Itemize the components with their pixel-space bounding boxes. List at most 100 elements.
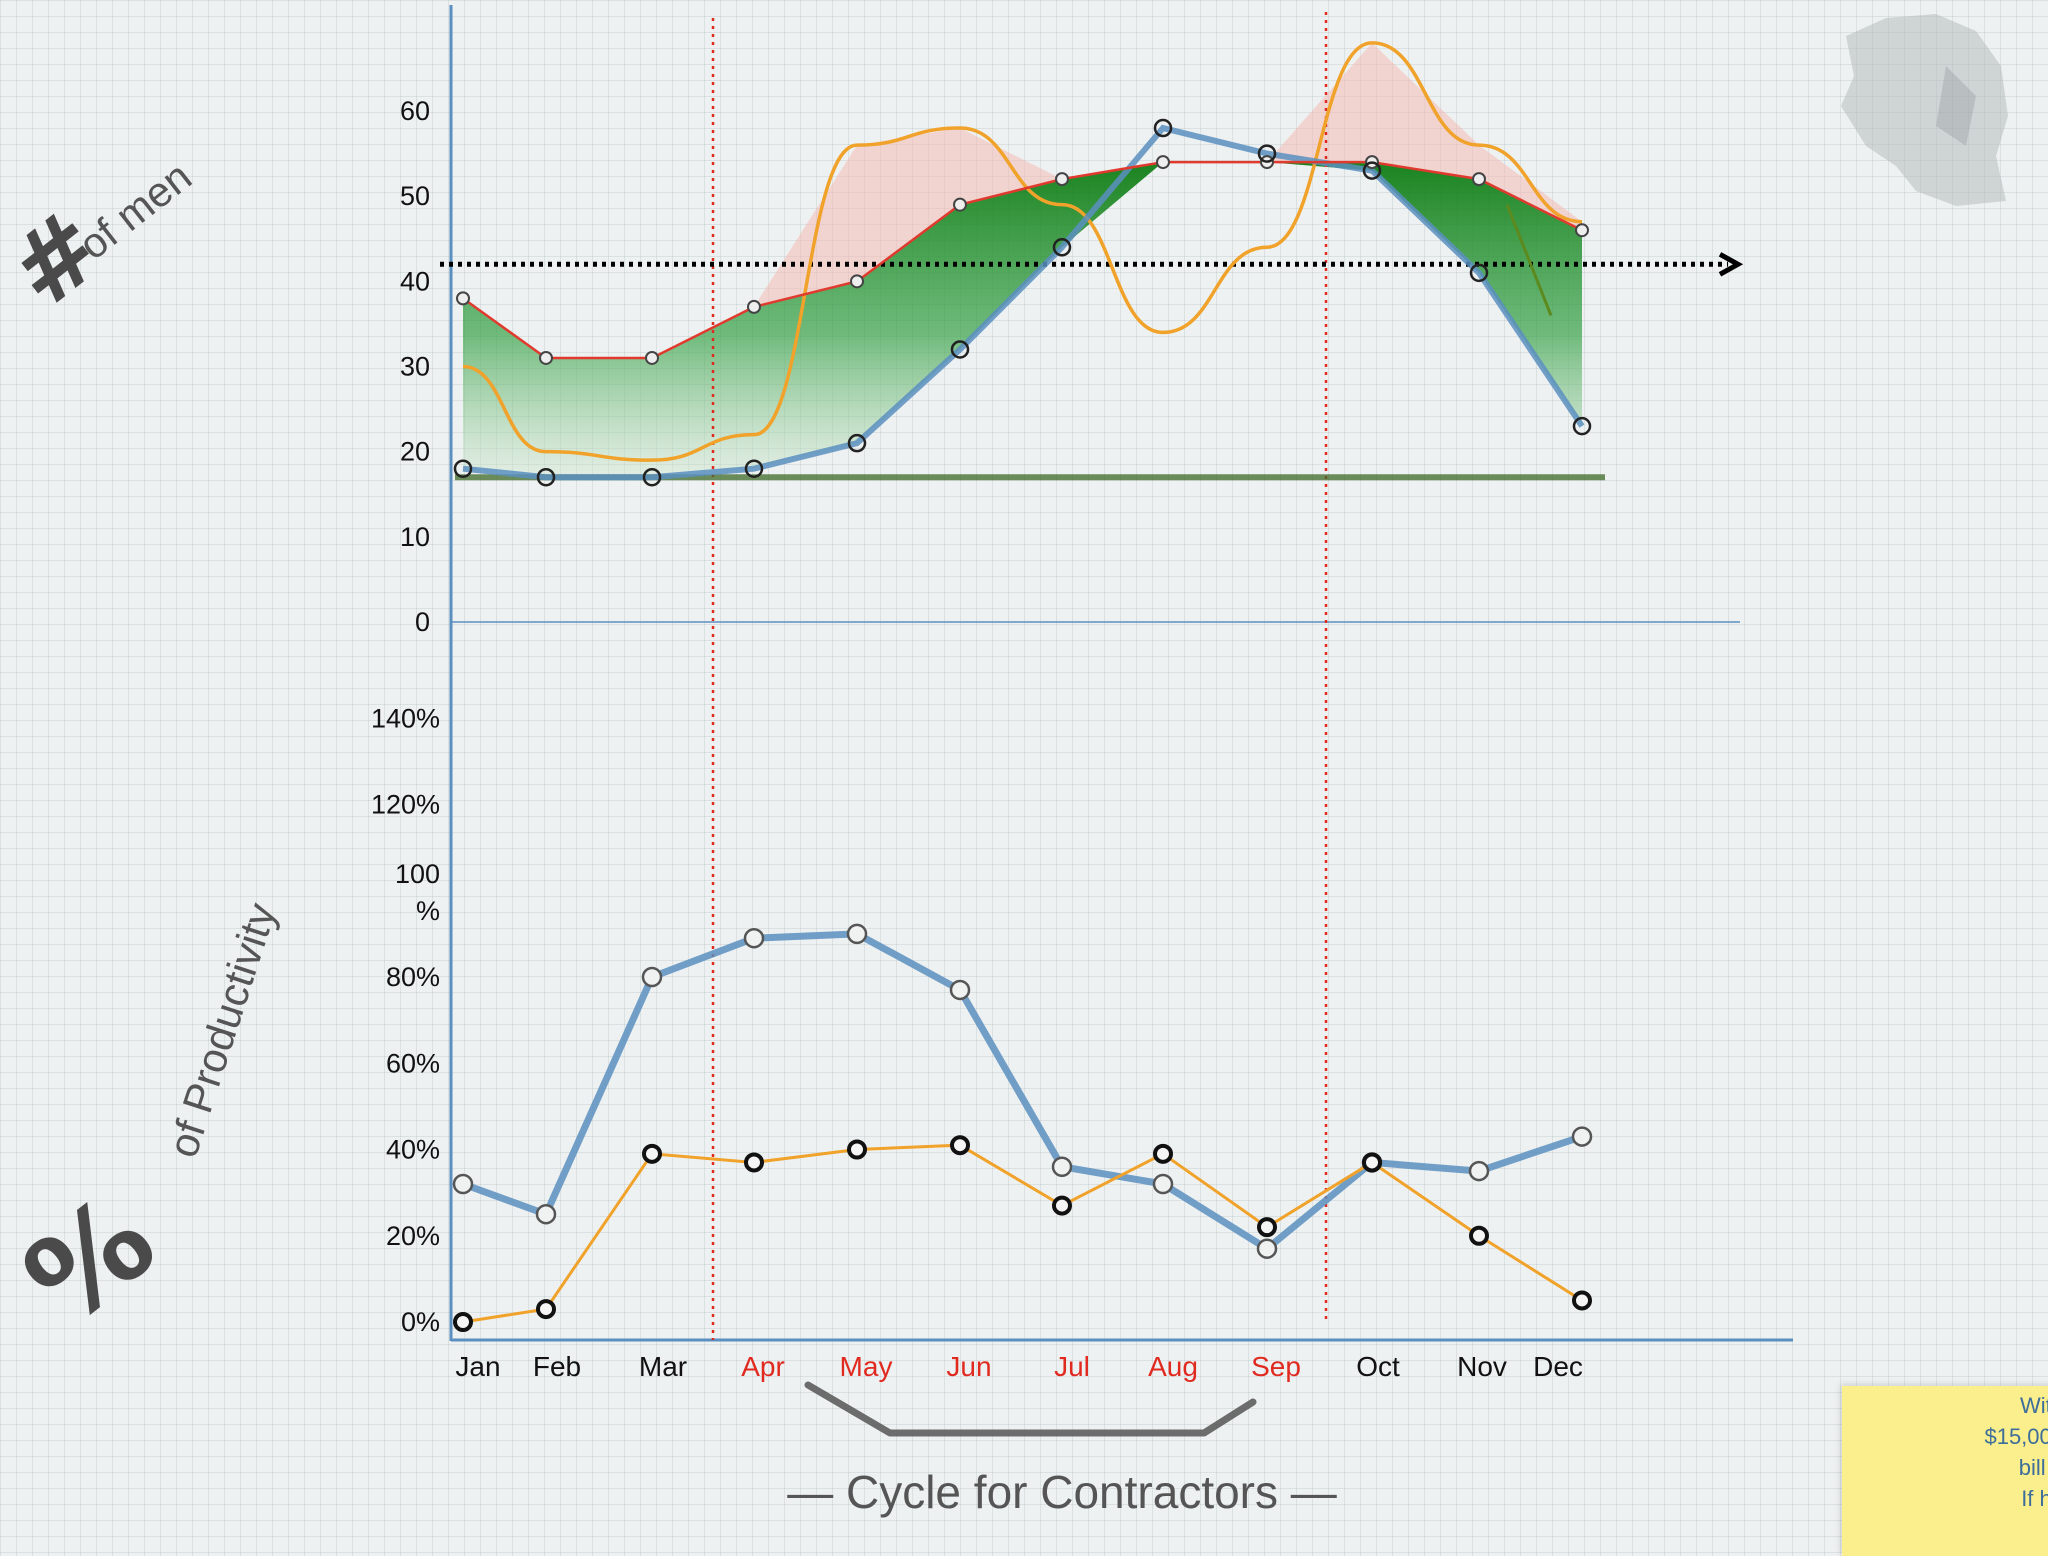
green-gap-area <box>463 162 1582 478</box>
trend-arrow <box>1505 204 1553 316</box>
percent-symbol: % <box>0 1169 180 1353</box>
prod-point-blue <box>949 979 971 1001</box>
x-tick-label: Sep <box>1251 1351 1301 1382</box>
season-bracket <box>804 1381 1257 1437</box>
top-y-tick: 20 <box>400 437 430 467</box>
bottom-y-tick: 20% <box>386 1221 440 1251</box>
point-blue <box>1257 144 1277 163</box>
prod-point-orange <box>453 1312 473 1332</box>
prod-point-orange <box>950 1135 970 1156</box>
data-points <box>452 118 1593 1332</box>
point-blue <box>1469 263 1489 283</box>
prod-point-blue <box>743 927 765 949</box>
point-blue <box>1572 416 1592 436</box>
prod-point-blue <box>1051 1156 1073 1177</box>
point-red <box>747 299 761 314</box>
x-tick-label: Nov <box>1457 1351 1507 1382</box>
prod-point-blue <box>641 966 663 988</box>
x-tick-label: Mar <box>639 1351 687 1382</box>
prod-point-orange <box>1362 1152 1382 1173</box>
point-blue <box>642 467 662 487</box>
x-tick-label: Jun <box>946 1351 991 1382</box>
bottom-y-tick: 60% <box>386 1048 440 1078</box>
bottom-y-tick: 100 <box>395 859 440 889</box>
note-line: $15,000 <box>1984 1424 2048 1449</box>
top-y-tick: 10 <box>400 522 430 552</box>
prod-point-blue <box>846 923 868 945</box>
note-line: bill o <box>2018 1455 2048 1480</box>
prod-point-orange <box>1257 1217 1277 1238</box>
series-lines <box>461 41 1585 1324</box>
bottom-ylabel-text: of Productivity <box>159 897 285 1162</box>
green-area <box>463 162 1582 478</box>
top-y-tick: 50 <box>400 181 430 211</box>
top-y-tick: 60 <box>400 96 430 126</box>
bottom-y-tick: % <box>416 896 440 926</box>
point-red <box>645 350 659 365</box>
x-tick-label: Dec <box>1533 1351 1583 1382</box>
bottom-y-tick: 80% <box>386 962 440 992</box>
point-red <box>539 350 553 365</box>
top-y-tick: 40 <box>400 266 430 296</box>
bottom-y-tick: 140% <box>371 703 440 733</box>
prod-point-orange <box>1572 1290 1592 1311</box>
reference-arrowhead <box>1718 252 1744 277</box>
point-red <box>1156 155 1170 170</box>
x-tick-label: Oct <box>1356 1351 1400 1382</box>
top-y-tick: 30 <box>400 352 430 382</box>
prod-point-orange <box>847 1139 867 1160</box>
point-blue <box>1052 238 1072 257</box>
point-red <box>1472 172 1486 187</box>
bottom-y-tick: 40% <box>386 1135 440 1165</box>
point-blue <box>1362 161 1382 180</box>
point-red <box>953 197 967 212</box>
x-tick-label: Apr <box>741 1351 785 1382</box>
note-line: If he <box>2021 1486 2048 1511</box>
note-line: With <box>2020 1393 2048 1418</box>
point-blue <box>1153 118 1173 138</box>
x-tick-label: Aug <box>1148 1351 1198 1382</box>
top-ylabel: # of men <box>0 152 200 331</box>
x-tick-label: Jan <box>455 1351 500 1382</box>
prod-point-blue <box>1256 1238 1278 1259</box>
prod-point-blue <box>1571 1126 1593 1147</box>
bottom-y-tick: 0% <box>401 1307 440 1337</box>
axes <box>449 5 1793 1342</box>
prod-point-orange <box>744 1152 764 1173</box>
map-decoration <box>1841 14 2008 206</box>
top-y-tick: 0 <box>415 607 430 637</box>
point-red <box>1575 223 1589 238</box>
prod-point-orange <box>1153 1143 1173 1164</box>
prod-point-orange <box>1052 1195 1072 1216</box>
prod-line-orange <box>462 1143 1583 1324</box>
tick-labels: 0 10 20 30 40 50 60 0% 20% 40% 60% 80% 100% 120% 140% J… <box>371 96 1583 1382</box>
prod-point-blue <box>452 1173 474 1195</box>
point-blue <box>453 459 473 478</box>
prod-point-orange <box>642 1143 662 1164</box>
bottom-y-tick: 120% <box>371 790 440 820</box>
x-tick-label: Jul <box>1054 1351 1090 1382</box>
prod-point-blue <box>1468 1160 1490 1182</box>
prod-point-blue <box>1152 1173 1174 1195</box>
point-blue <box>950 340 970 359</box>
sticky-note: With $15,000 bill o If he <box>1842 1386 2048 1556</box>
point-blue <box>847 433 867 453</box>
point-blue <box>744 459 764 478</box>
prod-point-blue <box>535 1203 557 1225</box>
x-tick-label: May <box>840 1351 893 1382</box>
prod-point-orange <box>536 1299 556 1320</box>
prod-line-blue <box>461 930 1584 1253</box>
point-red <box>456 291 470 306</box>
chart-caption: — Cycle for Contractors — <box>787 1466 1337 1518</box>
x-tick-label: Feb <box>533 1351 581 1382</box>
bottom-ylabel: of Productivity <box>159 897 285 1162</box>
percent-symbol-group: % <box>0 1169 180 1353</box>
series-line-blue <box>462 124 1585 481</box>
prod-point-orange <box>1469 1225 1489 1246</box>
top-ylabel-text: of men <box>70 152 200 268</box>
point-blue <box>536 467 556 487</box>
point-red <box>1055 172 1069 187</box>
series-line-orange <box>462 41 1583 462</box>
point-red <box>850 274 864 289</box>
